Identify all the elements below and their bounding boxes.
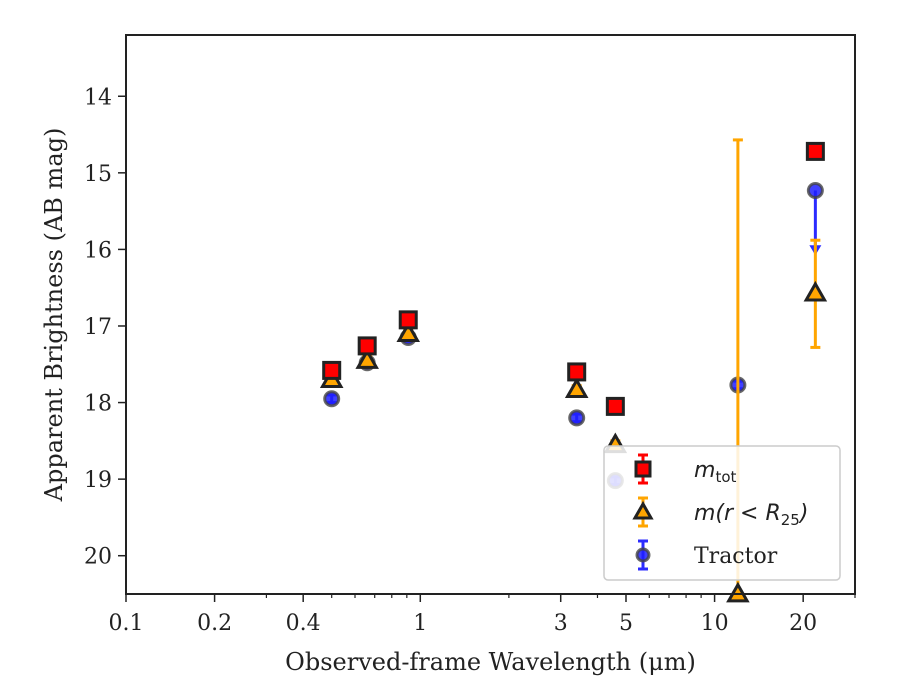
y-tick-label: 19 [84, 468, 112, 493]
marker-triangle [803, 280, 828, 302]
marker-square [805, 141, 825, 161]
x-tick-label: 0.4 [286, 611, 321, 636]
legend-label: mtot [694, 458, 736, 486]
x-tick-label: 10 [701, 611, 729, 636]
marker-triangle [564, 377, 589, 398]
series-tractor [323, 181, 824, 490]
data-point [567, 362, 587, 382]
data-point [398, 310, 418, 330]
y-tick-label: 15 [84, 162, 112, 187]
x-tick-label: 0.1 [109, 611, 144, 636]
data-point [568, 409, 586, 427]
marker-triangle [396, 321, 421, 343]
marker-square [634, 460, 652, 478]
data-point [357, 336, 377, 356]
y-tick-label: 17 [84, 315, 112, 340]
marker-square [567, 362, 587, 382]
marker-square [357, 336, 377, 356]
chart-marks [319, 138, 828, 603]
marker-triangle [355, 348, 379, 369]
x-tick-label: 3 [554, 611, 568, 636]
x-tick-label: 5 [619, 611, 633, 636]
data-point [355, 348, 379, 369]
data-point [564, 377, 589, 398]
y-tick-label: 20 [84, 545, 112, 570]
x-axis-label: Observed-frame Wavelength (μm) [285, 648, 696, 676]
y-axis: 14 15 16 17 18 19 20 [84, 85, 126, 570]
legend-box [603, 445, 841, 581]
data-point [323, 390, 341, 408]
marker-circle [568, 409, 586, 427]
marker-triangle [726, 581, 750, 603]
data-point [605, 396, 625, 416]
x-tick-label: 20 [789, 611, 817, 636]
marker-circle [323, 390, 341, 408]
marker-circle [635, 547, 651, 563]
x-axis: 0.1 0.2 0.4 1 3 5 10 20 [109, 594, 856, 636]
y-axis-label: Apparent Brightness (AB mag) [40, 128, 68, 503]
marker-circle [806, 181, 824, 199]
y-tick-label: 16 [84, 238, 112, 263]
plot-frame [125, 34, 856, 595]
data-point [803, 238, 828, 349]
marker-square [398, 310, 418, 330]
marker-square [322, 360, 342, 380]
data-point [396, 321, 421, 343]
legend-entry-tractor: Tractor [635, 539, 778, 571]
data-point [322, 360, 342, 380]
legend: mtot m(r < R25) Tractor [603, 445, 841, 581]
legend-entry-mtot: mtot [634, 453, 736, 486]
marker-triangle [632, 500, 654, 520]
marker-square [605, 396, 625, 416]
x-tick-label: 1 [413, 611, 427, 636]
data-point [805, 141, 825, 161]
legend-label: m(r < R25) [694, 501, 808, 529]
y-tick-label: 18 [84, 392, 112, 417]
legend-entry-mr25: m(r < R25) [632, 496, 808, 529]
series-mtot [322, 141, 825, 416]
x-tick-label: 0.2 [197, 611, 232, 636]
y-tick-label: 14 [84, 85, 112, 110]
legend-label: Tractor [694, 544, 778, 569]
